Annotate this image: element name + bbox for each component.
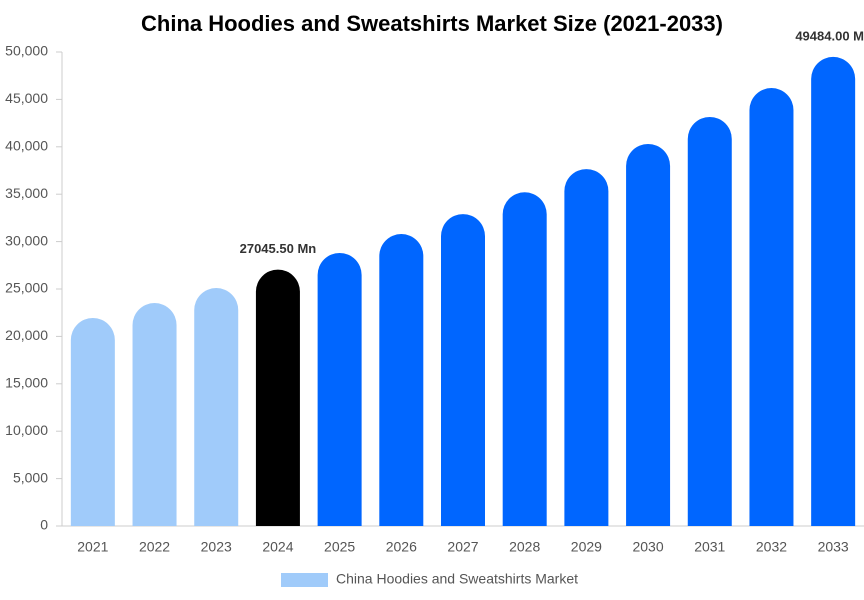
bar (564, 169, 609, 526)
x-tick-label: 2023 (201, 539, 232, 555)
y-tick-label: 0 (40, 517, 48, 533)
x-tick-label: 2032 (756, 539, 787, 555)
x-tick-label: 2024 (262, 539, 293, 555)
x-tick-label: 2027 (447, 539, 478, 555)
x-tick-label: 2028 (509, 539, 540, 555)
bar (687, 116, 732, 527)
x-tick-label: 2033 (818, 539, 849, 555)
bar (255, 269, 300, 526)
bar (749, 88, 794, 527)
bar (379, 234, 424, 526)
y-tick-label: 40,000 (5, 138, 48, 154)
bar (626, 143, 671, 527)
x-tick-label: 2029 (571, 539, 602, 555)
bar (502, 192, 547, 526)
data-label: 27045.50 Mn (240, 241, 317, 256)
y-tick-label: 25,000 (5, 280, 48, 296)
data-label: 49484.00 M (795, 28, 864, 43)
x-tick-label: 2025 (324, 539, 355, 555)
y-tick-label: 35,000 (5, 185, 48, 201)
y-tick-label: 15,000 (5, 375, 48, 391)
x-tick-label: 2030 (632, 539, 663, 555)
y-tick-label: 20,000 (5, 327, 48, 343)
legend-swatch (281, 573, 328, 587)
y-tick-label: 50,000 (5, 43, 48, 59)
x-tick-label: 2022 (139, 539, 170, 555)
bar (194, 288, 239, 526)
x-tick-label: 2031 (694, 539, 725, 555)
y-tick-label: 10,000 (5, 422, 48, 438)
bar (70, 318, 115, 526)
y-tick-label: 30,000 (5, 232, 48, 248)
chart-title: China Hoodies and Sweatshirts Market Siz… (141, 11, 723, 36)
x-tick-label: 2026 (386, 539, 417, 555)
x-tick-label: 2021 (77, 539, 108, 555)
y-tick-label: 45,000 (5, 90, 48, 106)
legend-label: China Hoodies and Sweatshirts Market (336, 571, 578, 587)
y-tick-label: 5,000 (13, 469, 48, 485)
bar (132, 303, 177, 526)
bar (317, 252, 362, 526)
bar (811, 56, 856, 527)
bar (441, 214, 485, 526)
